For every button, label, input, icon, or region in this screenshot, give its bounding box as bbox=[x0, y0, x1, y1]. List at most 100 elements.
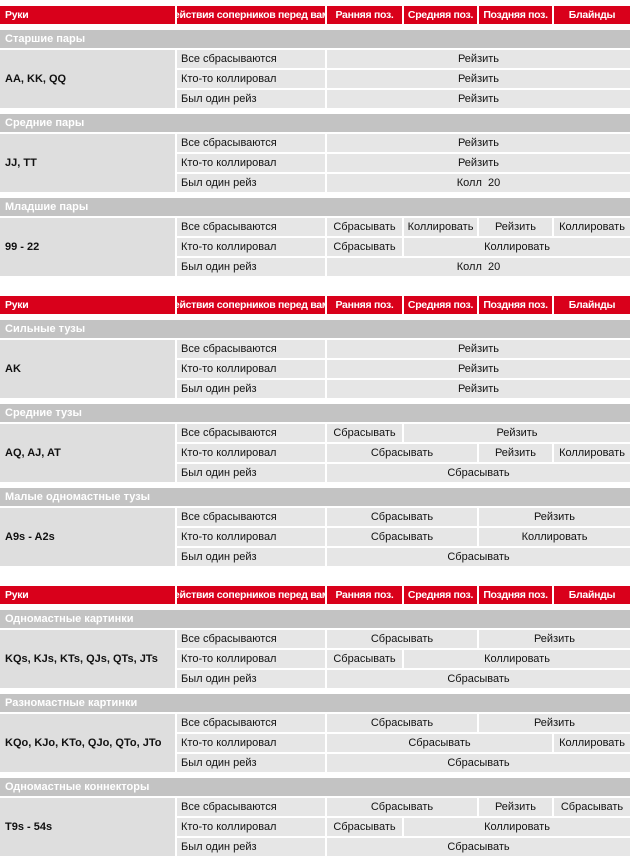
group-title: Разномастные картинки bbox=[0, 694, 630, 712]
hand-label: 99 - 22 bbox=[0, 218, 175, 276]
situation: Все сбрасываются bbox=[177, 134, 325, 152]
situation: Все сбрасываются bbox=[177, 714, 325, 732]
group-title: Младшие пары bbox=[0, 198, 630, 216]
situation: Все сбрасываются bbox=[177, 508, 325, 526]
action-cell: Рейзить bbox=[479, 714, 630, 732]
header-cell: Действия соперников перед вами bbox=[177, 296, 325, 314]
action-cell: Сбрасывать bbox=[327, 630, 477, 648]
situation: Был один рейз bbox=[177, 258, 325, 276]
group-title: Одномастные коннекторы bbox=[0, 778, 630, 796]
action-cell: Сбрасывать bbox=[327, 838, 630, 856]
situation: Был один рейз bbox=[177, 548, 325, 566]
situation: Был один рейз bbox=[177, 174, 325, 192]
header-cell: Блайнды bbox=[554, 586, 630, 604]
situation: Был один рейз bbox=[177, 464, 325, 482]
action-cell: Колл 20 bbox=[327, 258, 630, 276]
action-cell: Сбрасывать bbox=[327, 714, 477, 732]
action-cell: Сбрасывать bbox=[327, 424, 402, 442]
header-cell: Поздняя поз. bbox=[479, 586, 552, 604]
situation: Был один рейз bbox=[177, 90, 325, 108]
header-cell: Руки bbox=[0, 586, 175, 604]
group-title: Старшие пары bbox=[0, 30, 630, 48]
action-cell: Колл 20 bbox=[327, 174, 630, 192]
action-cell: Рейзить bbox=[404, 424, 630, 442]
situation: Кто-то коллировал bbox=[177, 70, 325, 88]
situation: Все сбрасываются bbox=[177, 424, 325, 442]
action-cell: Рейзить bbox=[327, 70, 630, 88]
situation: Кто-то коллировал bbox=[177, 238, 325, 256]
header-cell: Поздняя поз. bbox=[479, 6, 552, 24]
action-cell: Сбрасывать bbox=[327, 754, 630, 772]
action-cell: Рейзить bbox=[327, 50, 630, 68]
action-cell: Коллировать bbox=[554, 218, 630, 236]
action-cell: Сбрасывать bbox=[327, 528, 477, 546]
situation: Был один рейз bbox=[177, 838, 325, 856]
situation: Был один рейз bbox=[177, 380, 325, 398]
group-title: Средние пары bbox=[0, 114, 630, 132]
hand-label: T9s - 54s bbox=[0, 798, 175, 856]
action-cell: Сбрасывать bbox=[327, 670, 630, 688]
action-cell: Сбрасывать bbox=[327, 798, 477, 816]
header-cell: Ранняя поз. bbox=[327, 6, 402, 24]
action-cell: Коллировать bbox=[404, 818, 630, 836]
action-cell: Коллировать bbox=[554, 734, 630, 752]
situation: Кто-то коллировал bbox=[177, 734, 325, 752]
hand-label: KQs, KJs, KTs, QJs, QTs, JTs bbox=[0, 630, 175, 688]
situation: Все сбрасываются bbox=[177, 50, 325, 68]
hand-label: A9s - A2s bbox=[0, 508, 175, 566]
action-cell: Коллировать bbox=[554, 444, 630, 462]
action-cell: Сбрасывать bbox=[327, 818, 402, 836]
hand-label: AQ, AJ, AT bbox=[0, 424, 175, 482]
header-cell: Ранняя поз. bbox=[327, 586, 402, 604]
situation: Все сбрасываются bbox=[177, 218, 325, 236]
hand-label: KQo, KJo, KTo, QJo, QTo, JTo bbox=[0, 714, 175, 772]
situation: Кто-то коллировал bbox=[177, 444, 325, 462]
action-cell: Коллировать bbox=[404, 238, 630, 256]
situation: Кто-то коллировал bbox=[177, 818, 325, 836]
header-cell: Блайнды bbox=[554, 6, 630, 24]
action-cell: Сбрасывать bbox=[554, 798, 630, 816]
action-cell: Сбрасывать bbox=[327, 238, 402, 256]
action-cell: Рейзить bbox=[327, 340, 630, 358]
action-cell: Сбрасывать bbox=[327, 464, 630, 482]
action-cell: Сбрасывать bbox=[327, 734, 552, 752]
situation: Все сбрасываются bbox=[177, 798, 325, 816]
action-cell: Коллировать bbox=[404, 218, 477, 236]
action-cell: Рейзить bbox=[327, 360, 630, 378]
header-cell: Блайнды bbox=[554, 296, 630, 314]
situation: Кто-то коллировал bbox=[177, 528, 325, 546]
action-cell: Сбрасывать bbox=[327, 508, 477, 526]
group-title: Средние тузы bbox=[0, 404, 630, 422]
action-cell: Рейзить bbox=[327, 380, 630, 398]
action-cell: Сбрасывать bbox=[327, 444, 477, 462]
action-cell: Сбрасывать bbox=[327, 548, 630, 566]
header-cell: Руки bbox=[0, 296, 175, 314]
action-cell: Сбрасывать bbox=[327, 218, 402, 236]
header-cell: Поздняя поз. bbox=[479, 296, 552, 314]
action-cell: Коллировать bbox=[479, 528, 630, 546]
action-cell: Рейзить bbox=[327, 154, 630, 172]
situation: Все сбрасываются bbox=[177, 340, 325, 358]
action-cell: Рейзить bbox=[479, 508, 630, 526]
group-title: Малые одномастные тузы bbox=[0, 488, 630, 506]
situation: Был один рейз bbox=[177, 754, 325, 772]
action-cell: Рейзить bbox=[327, 90, 630, 108]
group-title: Сильные тузы bbox=[0, 320, 630, 338]
action-cell: Рейзить bbox=[327, 134, 630, 152]
header-cell: Ранняя поз. bbox=[327, 296, 402, 314]
header-cell: Средняя поз. bbox=[404, 296, 477, 314]
action-cell: Рейзить bbox=[479, 798, 552, 816]
action-cell: Коллировать bbox=[404, 650, 630, 668]
situation: Был один рейз bbox=[177, 670, 325, 688]
action-cell: Сбрасывать bbox=[327, 650, 402, 668]
action-cell: Рейзить bbox=[479, 630, 630, 648]
header-cell: Действия соперников перед вами bbox=[177, 586, 325, 604]
action-cell: Рейзить bbox=[479, 218, 552, 236]
action-cell: Рейзить bbox=[479, 444, 552, 462]
hand-label: AA, KK, QQ bbox=[0, 50, 175, 108]
header-cell: Действия соперников перед вами bbox=[177, 6, 325, 24]
situation: Кто-то коллировал bbox=[177, 154, 325, 172]
situation: Все сбрасываются bbox=[177, 630, 325, 648]
group-title: Одномастные картинки bbox=[0, 610, 630, 628]
